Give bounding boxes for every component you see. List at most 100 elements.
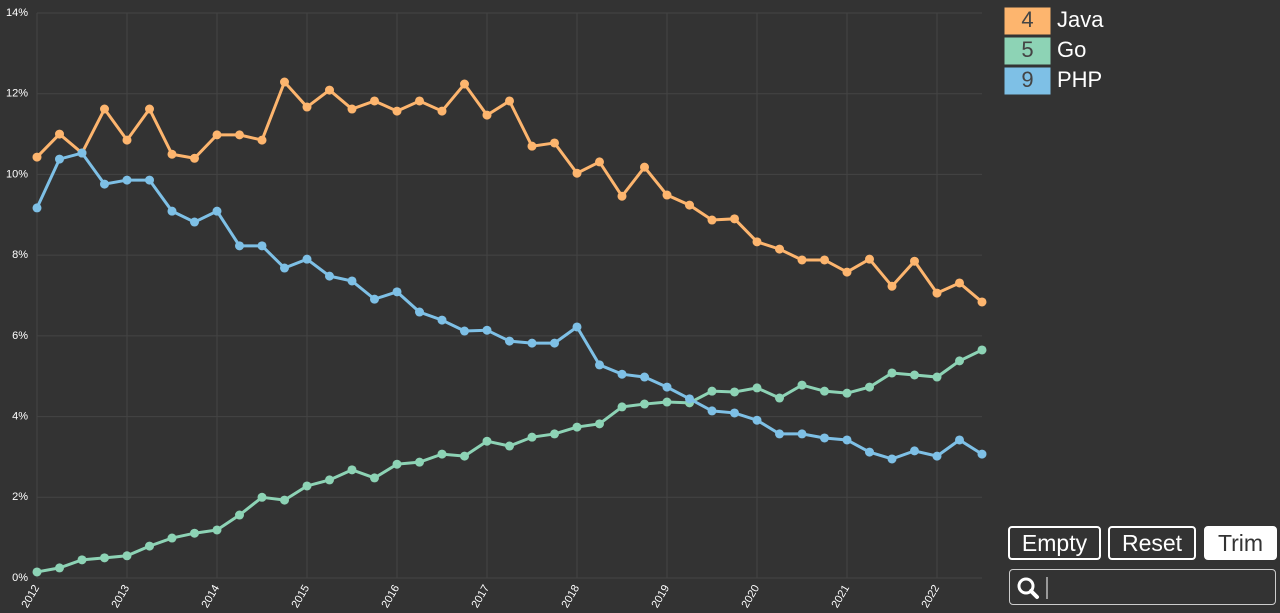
- data-point: [865, 254, 874, 264]
- data-point: [167, 149, 177, 159]
- data-point: [370, 294, 379, 304]
- data-point: [392, 106, 402, 116]
- data-point: [122, 175, 132, 185]
- data-point: [910, 256, 919, 266]
- data-point: [437, 315, 447, 325]
- data-point: [55, 129, 64, 139]
- data-point: [347, 465, 357, 475]
- data-point: [392, 459, 402, 469]
- data-point: [977, 297, 987, 307]
- data-point: [932, 288, 942, 298]
- data-point: [550, 429, 559, 439]
- data-point: [302, 254, 312, 264]
- x-tick-label: 2013: [109, 583, 132, 610]
- data-point: [820, 386, 829, 396]
- data-point: [820, 255, 829, 265]
- data-point: [932, 372, 942, 382]
- data-point: [595, 360, 604, 370]
- data-point: [955, 356, 964, 366]
- search-icon: [1017, 577, 1048, 599]
- data-point: [865, 447, 874, 457]
- data-point: [437, 449, 447, 459]
- data-point: [415, 96, 424, 106]
- data-point: [280, 495, 289, 505]
- data-point: [167, 206, 177, 216]
- data-point: [482, 110, 492, 120]
- data-point: [887, 368, 897, 378]
- data-point: [572, 168, 582, 178]
- data-point: [325, 475, 334, 485]
- data-point: [887, 454, 897, 464]
- data-point: [730, 408, 739, 418]
- x-tick-label: 2016: [379, 583, 402, 610]
- legend-swatch: [1003, 6, 1052, 36]
- data-point: [505, 336, 514, 346]
- x-tick-label: 2018: [559, 583, 582, 610]
- y-tick-label: 8%: [12, 249, 28, 261]
- x-tick-label: 2017: [469, 583, 492, 610]
- search-box[interactable]: [1009, 569, 1276, 605]
- legend-rank: 9: [1021, 67, 1033, 92]
- data-point: [752, 415, 762, 425]
- data-point: [100, 553, 109, 563]
- data-point: [685, 394, 694, 404]
- y-tick-label: 12%: [6, 88, 28, 100]
- data-point: [505, 96, 514, 106]
- data-point: [617, 369, 627, 379]
- data-point: [347, 276, 357, 286]
- data-point: [842, 435, 852, 445]
- data-point: [100, 179, 109, 189]
- data-point: [955, 278, 964, 288]
- data-point: [617, 402, 627, 412]
- data-point: [122, 551, 132, 561]
- data-point: [775, 429, 784, 439]
- data-point: [212, 525, 222, 535]
- data-point: [977, 449, 987, 459]
- empty-button[interactable]: Empty: [1008, 526, 1101, 560]
- data-point: [145, 541, 154, 551]
- data-point: [550, 338, 559, 348]
- legend-rank: 4: [1021, 7, 1033, 32]
- reset-button[interactable]: Reset: [1108, 526, 1196, 560]
- data-point: [370, 473, 379, 483]
- data-point: [977, 345, 987, 355]
- data-point: [820, 433, 829, 443]
- x-tick-label: 2021: [829, 583, 852, 610]
- x-tick-label: 2012: [19, 583, 42, 610]
- x-tick-label: 2022: [919, 583, 942, 610]
- data-point: [190, 153, 199, 163]
- data-point: [662, 190, 672, 200]
- data-point: [595, 419, 604, 429]
- data-point: [752, 237, 762, 247]
- data-point: [55, 154, 64, 164]
- data-point: [460, 451, 469, 461]
- data-point: [145, 104, 154, 114]
- data-point: [617, 191, 627, 201]
- data-point: [932, 451, 942, 461]
- legend-rank: 5: [1021, 37, 1033, 62]
- data-point: [212, 206, 222, 216]
- data-point: [662, 382, 672, 392]
- data-point: [797, 380, 807, 390]
- data-point: [685, 200, 694, 210]
- data-point: [842, 267, 852, 277]
- series-line: [35, 151, 983, 461]
- x-tick-label: 2014: [199, 583, 222, 610]
- data-point: [415, 307, 424, 317]
- data-point: [257, 241, 267, 251]
- data-point: [190, 217, 199, 227]
- trim-button[interactable]: Trim: [1204, 526, 1277, 560]
- data-point: [505, 441, 514, 451]
- series-line: [36, 348, 983, 574]
- y-tick-label: 2%: [12, 491, 28, 503]
- data-point: [392, 287, 402, 297]
- y-tick-label: 14%: [6, 7, 28, 19]
- data-point: [190, 528, 199, 538]
- data-point: [572, 322, 582, 332]
- y-tick-label: 4%: [12, 410, 28, 422]
- data-point: [640, 399, 649, 409]
- data-point: [910, 370, 919, 380]
- data-point: [955, 435, 964, 445]
